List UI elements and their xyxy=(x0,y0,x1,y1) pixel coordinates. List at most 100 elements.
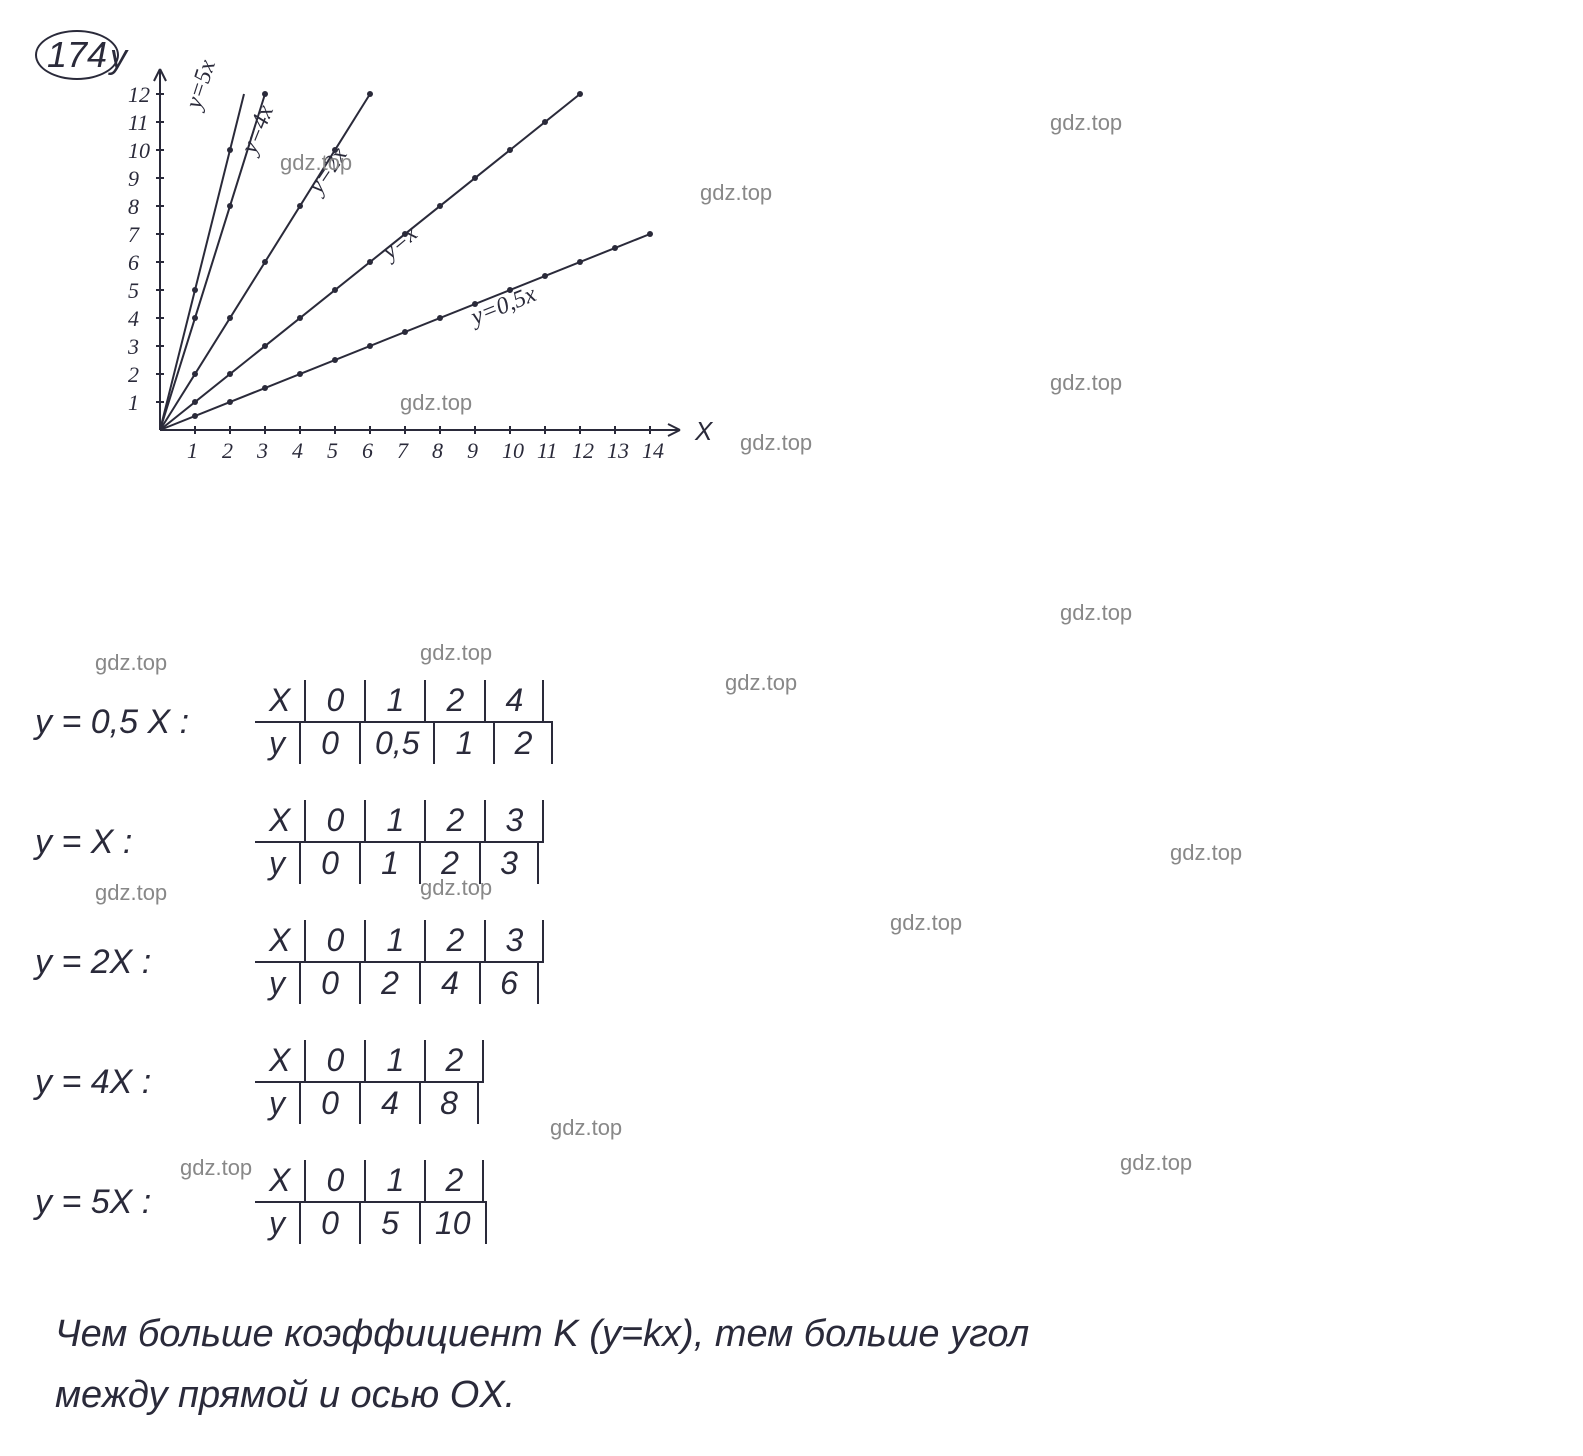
table-cell: 0 xyxy=(304,1160,364,1201)
value-table: X012y048 xyxy=(255,1040,484,1124)
x-axis-label: X xyxy=(694,416,714,446)
table-cell: 4 xyxy=(484,680,544,721)
table-cell: 0 xyxy=(299,1083,359,1124)
table-cell: 2 xyxy=(424,920,484,961)
x-tick-label: 7 xyxy=(397,438,409,463)
chart-svg: 1234567891011121314123456789101112Xy=5xy… xyxy=(120,50,770,500)
table-header-x: X xyxy=(255,680,304,721)
table-cell: 2 xyxy=(424,1040,484,1081)
table-cell: 1 xyxy=(364,1040,424,1081)
table-cell: 1 xyxy=(364,800,424,841)
table-header-y: y xyxy=(255,1203,299,1244)
watermark: gdz.top xyxy=(550,1115,622,1141)
x-tick-label: 13 xyxy=(607,438,629,463)
equation-row: y = 5X :X012y0510 xyxy=(35,1160,487,1244)
equation-label: y = 2X : xyxy=(35,943,215,982)
watermark: gdz.top xyxy=(180,1155,252,1181)
x-tick-label: 4 xyxy=(292,438,303,463)
watermark: gdz.top xyxy=(740,430,812,456)
equation-row: y = 0,5 X :X0124y00,512 xyxy=(35,680,553,764)
watermark: gdz.top xyxy=(700,180,772,206)
table-cell: 1 xyxy=(359,843,419,884)
table-header-y: y xyxy=(255,723,299,764)
y-tick-label: 11 xyxy=(128,110,148,135)
series-label: y=5x xyxy=(180,56,221,113)
equation-label: y = 5X : xyxy=(35,1183,215,1222)
conclusion-line-2: между прямой и осью OX. xyxy=(55,1365,1455,1426)
chart: 1234567891011121314123456789101112Xy=5xy… xyxy=(120,50,770,500)
equation-row: y = 4X : X012y048 xyxy=(35,1040,484,1124)
conclusion-line-1: Чем больше коэффициент K (y=kx), тем бол… xyxy=(55,1304,1455,1365)
x-tick-label: 11 xyxy=(537,438,557,463)
x-tick-label: 12 xyxy=(572,438,594,463)
y-tick-label: 5 xyxy=(128,278,139,303)
equation-label: y = 0,5 X : xyxy=(35,703,215,742)
y-tick-label: 8 xyxy=(128,194,139,219)
conclusion-text: Чем больше коэффициент K (y=kx), тем бол… xyxy=(55,1304,1455,1426)
watermark: gdz.top xyxy=(1120,1150,1192,1176)
table-cell: 1 xyxy=(364,680,424,721)
x-tick-label: 3 xyxy=(256,438,268,463)
x-tick-label: 10 xyxy=(502,438,524,463)
watermark: gdz.top xyxy=(1050,110,1122,136)
table-header-x: X xyxy=(255,1160,304,1201)
value-table: X0124y00,512 xyxy=(255,680,553,764)
watermark: gdz.top xyxy=(280,150,352,176)
table-cell: 0 xyxy=(304,920,364,961)
value-table: X012y0510 xyxy=(255,1160,487,1244)
table-cell: 2 xyxy=(424,680,484,721)
value-table: X0123y0246 xyxy=(255,920,544,1004)
table-cell: 8 xyxy=(419,1083,479,1124)
table-cell: 2 xyxy=(493,723,553,764)
table-header-y: y xyxy=(255,843,299,884)
table-cell: 2 xyxy=(424,800,484,841)
equation-row: y = 2X :X0123y0246 xyxy=(35,920,544,1004)
table-cell: 0 xyxy=(304,1040,364,1081)
table-header-x: X xyxy=(255,1040,304,1081)
series-label: y=4x xyxy=(236,101,280,159)
x-tick-label: 5 xyxy=(327,438,338,463)
watermark: gdz.top xyxy=(400,390,472,416)
table-cell: 3 xyxy=(484,920,544,961)
value-table: X0123y0123 xyxy=(255,800,544,884)
x-tick-label: 1 xyxy=(187,438,198,463)
x-tick-label: 14 xyxy=(642,438,664,463)
table-cell: 0,5 xyxy=(359,723,433,764)
watermark: gdz.top xyxy=(725,670,797,696)
table-cell: 0 xyxy=(299,1203,359,1244)
table-cell: 0 xyxy=(304,680,364,721)
table-cell: 2 xyxy=(424,1160,484,1201)
table-cell: 1 xyxy=(433,723,493,764)
table-cell: 5 xyxy=(359,1203,419,1244)
y-tick-label: 1 xyxy=(128,390,139,415)
watermark: gdz.top xyxy=(1050,370,1122,396)
y-tick-label: 7 xyxy=(128,222,140,247)
watermark: gdz.top xyxy=(420,640,492,666)
table-header-x: X xyxy=(255,800,304,841)
table-cell: 0 xyxy=(304,800,364,841)
y-tick-label: 3 xyxy=(127,334,139,359)
y-tick-label: 12 xyxy=(128,82,150,107)
watermark: gdz.top xyxy=(890,910,962,936)
y-tick-label: 4 xyxy=(128,306,139,331)
equation-label: y = 4X : xyxy=(35,1063,215,1102)
y-tick-label: 9 xyxy=(128,166,139,191)
table-cell: 0 xyxy=(299,963,359,1004)
equation-row: y = X :X0123y0123 xyxy=(35,800,544,884)
y-tick-label: 2 xyxy=(128,362,139,387)
table-cell: 1 xyxy=(364,1160,424,1201)
watermark: gdz.top xyxy=(420,875,492,901)
table-cell: 1 xyxy=(364,920,424,961)
x-tick-label: 9 xyxy=(467,438,478,463)
table-cell: 2 xyxy=(359,963,419,1004)
y-tick-label: 6 xyxy=(128,250,139,275)
series-line xyxy=(160,94,244,430)
watermark: gdz.top xyxy=(1170,840,1242,866)
table-header-y: y xyxy=(255,963,299,1004)
series-label: y=x xyxy=(376,220,423,266)
table-cell: 3 xyxy=(484,800,544,841)
problem-number: 174 xyxy=(35,30,119,80)
table-cell: 4 xyxy=(419,963,479,1004)
y-tick-label: 10 xyxy=(128,138,150,163)
watermark: gdz.top xyxy=(95,880,167,906)
